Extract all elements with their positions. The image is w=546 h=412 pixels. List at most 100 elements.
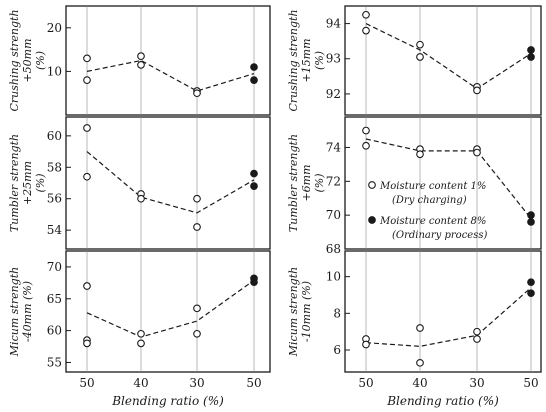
dry-point [416, 324, 424, 332]
y-tick-label: 55 [47, 355, 62, 369]
panel-left-middle: 54 56 58 60 Tumbler strength +25mm (%) [8, 116, 271, 250]
y-axis-title: +25mm [21, 161, 34, 205]
dry-point [362, 126, 370, 135]
x-tick-label: 30 [189, 376, 204, 390]
panel-left-bottom: 55 60 65 70 Micum strength -40mm (%) 50 40 30 50 B… [8, 250, 271, 408]
legend: Moisture content 1% (Dry charging) Moist… [368, 181, 487, 241]
wet-point [250, 182, 258, 190]
wet-point [250, 63, 258, 71]
trend-line [86, 279, 255, 338]
x-axis-title: Blending ratio (%) [386, 394, 499, 408]
y-axis-title: (%) [313, 51, 326, 70]
wet-point [527, 218, 535, 226]
trend-line [365, 23, 532, 90]
y-axis-title: (%) [313, 173, 326, 192]
y-tick-label: 8 [333, 306, 341, 320]
dry-point [137, 52, 145, 60]
y-tick-label: 6 [333, 343, 341, 357]
wet-point [527, 211, 535, 220]
y-axis-title: Crushing strength [8, 9, 21, 111]
legend-dry-label: Moisture content 1% [379, 181, 486, 192]
dry-point [137, 194, 145, 203]
dry-point [193, 304, 201, 313]
x-tick-label: 40 [412, 376, 427, 390]
y-axis-title: Micum strength [8, 267, 21, 357]
trend-line [86, 151, 255, 214]
dry-point [416, 150, 424, 159]
panel-frame [65, 116, 271, 250]
dry-point [473, 327, 481, 336]
panel-right-top: 92 93 94 Crushing strength +15mm (%) [287, 5, 542, 116]
dry-point [83, 76, 91, 84]
y-axis-title: +15mm [300, 38, 313, 82]
y-tick-label: 10 [47, 64, 62, 78]
dry-point [83, 282, 91, 290]
wet-point [527, 289, 535, 298]
x-tick-label: 40 [133, 376, 148, 390]
x-tick-label: 50 [523, 376, 538, 390]
y-tick-label: 10 [326, 270, 341, 284]
y-tick-label: 72 [326, 174, 341, 188]
y-axis-title: Micum strength [287, 267, 300, 357]
dry-point [362, 141, 370, 150]
dry-point [193, 89, 201, 98]
dry-point [416, 53, 424, 61]
y-tick-label: 56 [47, 192, 62, 206]
dry-point [83, 124, 91, 132]
dry-point [83, 172, 91, 181]
y-axis-title: Crushing strength [287, 9, 300, 111]
panel-left-top: 10 20 Crushing strength +50mm (%) [8, 5, 271, 116]
legend-wet-sublabel: (Ordinary process) [392, 230, 487, 241]
dry-point [362, 10, 370, 19]
y-tick-label: 60 [47, 129, 62, 143]
trend-line [365, 138, 532, 219]
dry-point [362, 26, 370, 35]
panel-frame [344, 5, 542, 116]
panel-right-bottom: 6 8 10 Micum strength -10mm (%) 50 40 30 50 Blend… [287, 250, 542, 408]
y-tick-label: 65 [47, 292, 62, 306]
y-axis-title: Tumbler strength [287, 134, 300, 232]
wet-point [527, 278, 535, 287]
y-tick-label: 94 [326, 17, 342, 31]
y-tick-label: 58 [47, 160, 62, 174]
x-tick-label: 50 [358, 376, 373, 390]
dry-point [473, 148, 481, 157]
y-tick-label: 74 [326, 140, 342, 154]
x-tick-label: 50 [79, 376, 94, 390]
x-tick-label: 50 [246, 376, 261, 390]
dry-point [416, 40, 424, 49]
dry-point [193, 194, 201, 203]
dry-point [193, 329, 201, 338]
y-axis-title: -40mm (%) [21, 281, 34, 342]
legend-open-marker [368, 181, 376, 189]
panel-frame [344, 116, 542, 250]
dry-point [473, 86, 481, 95]
trend-line [365, 287, 532, 347]
x-axis-title: Blending ratio (%) [111, 394, 224, 408]
y-tick-label: 70 [47, 260, 62, 274]
dry-point [83, 54, 91, 63]
y-tick-label: 93 [326, 52, 341, 66]
legend-wet-label: Moisture content 8% [379, 216, 486, 227]
wet-point [250, 76, 258, 84]
panel-frame [65, 250, 271, 373]
trend-line [86, 59, 255, 92]
y-tick-label: 68 [326, 242, 341, 256]
y-tick-label: 60 [47, 324, 62, 338]
dry-point [473, 335, 481, 343]
y-tick-label: 70 [326, 208, 341, 222]
dry-point [137, 61, 145, 69]
legend-filled-marker [368, 216, 376, 224]
dry-point [83, 339, 91, 348]
wet-point [250, 278, 258, 287]
y-axis-title: -10mm (%) [300, 281, 313, 342]
y-tick-label: 54 [47, 223, 63, 237]
panel-frame [344, 250, 542, 373]
dry-point [362, 340, 370, 349]
dry-point [416, 358, 424, 367]
dry-point [137, 329, 145, 338]
panel-right-middle: 68 70 72 74 Tumbler strength +6mm (%) [287, 116, 542, 256]
y-axis-title: +50mm [21, 38, 34, 82]
